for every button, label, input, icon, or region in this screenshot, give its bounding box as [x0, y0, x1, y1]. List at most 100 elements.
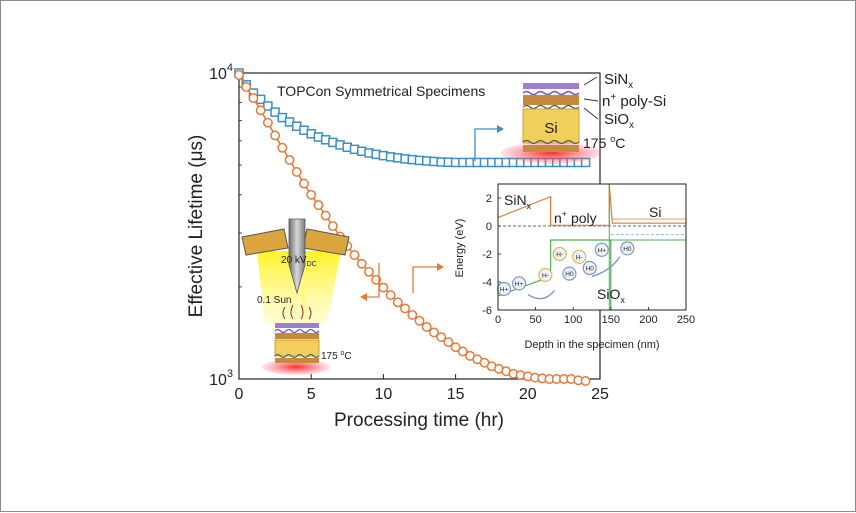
blue-arrow — [474, 128, 497, 161]
migration-arrow — [527, 289, 555, 300]
main-y-axis-label: Effective Lifetime (μs) — [186, 135, 207, 318]
sinx-label: SiNx — [604, 71, 633, 91]
orange-arrow-right — [412, 266, 437, 293]
data-point — [400, 303, 411, 314]
hydrogen-ion-label: H+ — [598, 247, 607, 254]
x-tick-label: 20 — [519, 386, 537, 403]
hydrogen-ion-label: H- — [576, 254, 583, 261]
y-tick-label: 104 — [209, 62, 233, 83]
hydrogen-ion — [511, 276, 527, 291]
main-title: TOPCon Symmetrical Specimens — [277, 83, 485, 99]
siox-label: SiOx — [604, 111, 634, 131]
hydrogen-ion — [552, 246, 567, 262]
probe-needle — [288, 218, 306, 295]
migration-arrow — [591, 256, 621, 278]
bias-label: 20 kVDC — [281, 255, 317, 268]
data-point — [356, 258, 367, 269]
x-tick-label: 25 — [591, 386, 609, 403]
data-point — [436, 332, 447, 343]
light-beam-right — [301, 251, 341, 323]
data-point — [450, 342, 461, 353]
data-point — [241, 82, 252, 92]
valence-band-line — [497, 239, 612, 310]
hydrogen-ion-label: H- — [556, 252, 563, 259]
inset-x-tick-label: 200 — [639, 314, 657, 326]
hydrogen-ion-label: H- — [542, 273, 549, 280]
data-point — [371, 274, 382, 285]
hydrogen-ion — [594, 242, 609, 257]
data-point — [428, 327, 439, 338]
temp-label-left: 175 oC — [321, 350, 352, 362]
inset-x-tick-label: 50 — [529, 314, 541, 326]
illumination-label: 0.1 Sun — [257, 295, 291, 306]
bottom-poly-layer — [523, 145, 579, 152]
data-point — [421, 321, 432, 332]
data-point — [580, 376, 591, 386]
data-point — [407, 309, 418, 320]
hydrogen-ion — [620, 241, 635, 256]
data-point — [414, 315, 425, 326]
data-point — [313, 200, 324, 211]
hydrogen-ion — [572, 249, 587, 264]
inset-x-tick-label: 150 — [602, 314, 620, 326]
hydrogen-ion-label: H+ — [515, 281, 524, 288]
inset-x-tick-label: 100 — [564, 314, 582, 326]
hydrogen-ion — [538, 267, 553, 283]
hydrogen-ion-label: H+ — [500, 287, 509, 294]
data-point — [262, 117, 273, 128]
series-orange-circles — [234, 70, 591, 386]
data-point — [320, 210, 331, 221]
hydrogen-ion — [562, 266, 577, 281]
inset-y-tick-label: -6 — [482, 305, 492, 317]
npoly-layer — [523, 95, 579, 105]
hydrogen-ion-label: H0 — [565, 271, 574, 278]
temp-label-top: 175 oC — [583, 134, 625, 151]
data-point — [255, 105, 266, 116]
siox-wave — [522, 104, 580, 110]
hydrogen-ion — [582, 260, 597, 276]
hydrogen-ion-label: H0 — [586, 266, 595, 273]
inset-energy-band-chart: H+H+H- H0H-H0H+ H0H-0 50 100 150 200 25020-2-4-… — [482, 183, 695, 326]
topcon-stack-illustration: Si SiNx n+ poly-Si SiOx 175 oC — [501, 71, 666, 164]
inset-siox-label: SiOx — [597, 286, 625, 305]
bias-illustration: 20 kVDC 0.1 Sun 175 oC — [241, 218, 352, 375]
main-x-axis-label: Processing time (hr) — [334, 410, 504, 431]
sinx-layer — [523, 83, 579, 89]
orange-arrow-left-head — [360, 293, 367, 301]
x-tick-label: 10 — [375, 386, 393, 403]
si-layer — [522, 108, 580, 144]
data-point — [270, 107, 280, 117]
inset-x-tick-label: 0 — [495, 314, 501, 326]
data-point — [284, 154, 295, 165]
lamp-left — [241, 228, 289, 256]
inset-y-tick-label: -2 — [482, 249, 492, 261]
bottom-wave — [522, 139, 580, 145]
npoly-si-label: n+ poly-Si — [602, 92, 666, 110]
inset-npoly-label: n+ poly — [554, 209, 597, 226]
main-x-ticks: 0 5 10 15 20 25 — [235, 374, 609, 403]
inset-y-tick-label: 2 — [486, 193, 492, 205]
inset-plot-frame — [497, 183, 687, 311]
x-tick-label: 0 — [235, 386, 244, 403]
blue-arrow-head — [497, 125, 504, 133]
inset-si-label: Si — [649, 204, 661, 220]
data-point — [248, 93, 259, 104]
inset-y-tick-label: 0 — [486, 221, 492, 233]
y-tick-label: 103 — [209, 368, 233, 389]
orange-arrow-right-head — [437, 263, 444, 271]
data-point — [385, 290, 396, 301]
inset-x-tick-label: 250 — [677, 314, 695, 326]
data-point — [270, 130, 281, 141]
inset-y-tick-label: -4 — [482, 277, 492, 289]
inset-y-axis-label: Energy (eV) — [454, 219, 466, 278]
sinx-wave — [522, 90, 580, 96]
data-point — [327, 221, 338, 232]
data-point — [306, 189, 317, 200]
data-point — [234, 70, 244, 80]
data-point — [349, 250, 360, 261]
data-point — [457, 346, 468, 357]
data-point — [299, 178, 309, 189]
si-label: Si — [544, 120, 557, 137]
inset-x-axis-label: Depth in the specimen (nm) — [524, 339, 659, 351]
